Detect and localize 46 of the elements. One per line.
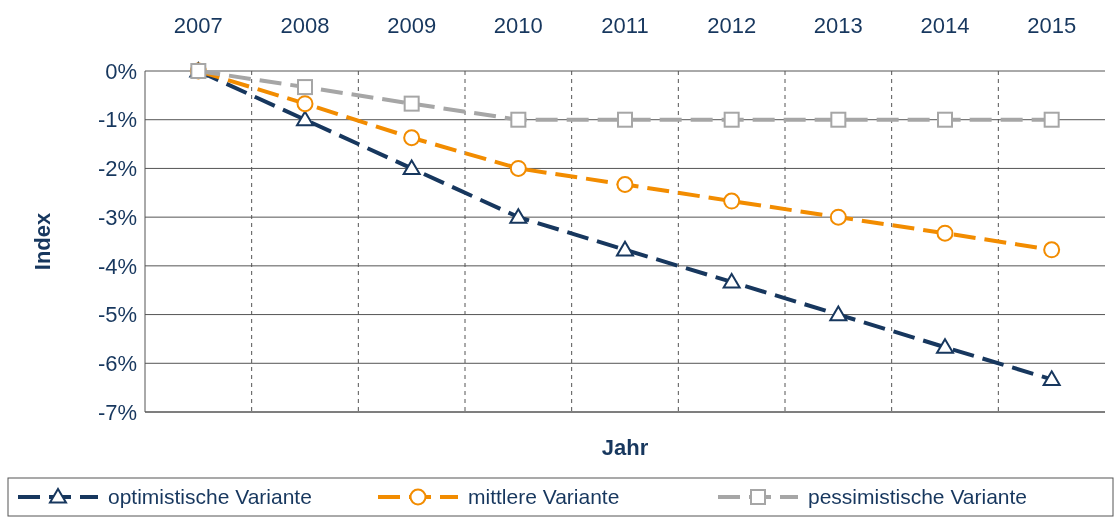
- y-tick-label: -5%: [97, 302, 137, 328]
- point: [722, 272, 741, 289]
- legend-label: optimistische Variante: [108, 485, 312, 509]
- x-tick-label: 2015: [1027, 13, 1077, 38]
- y-tick-label: -7%: [97, 399, 137, 425]
- point: [403, 129, 421, 147]
- y-tick-label: -6%: [97, 350, 137, 376]
- x-tick-label: 2008: [280, 13, 330, 38]
- x-tick-label: 2011: [601, 13, 649, 38]
- point: [936, 224, 954, 242]
- x-tick-label: 2010: [493, 13, 543, 38]
- point: [936, 338, 954, 354]
- point: [296, 95, 314, 113]
- y-tick-label: -3%: [97, 204, 137, 230]
- point: [509, 159, 527, 177]
- point: [829, 305, 848, 322]
- point: [1043, 241, 1061, 259]
- point: [509, 208, 528, 224]
- x-tick-label: 2014: [920, 13, 970, 38]
- point: [723, 111, 740, 128]
- point: [510, 111, 527, 128]
- point: [403, 95, 420, 112]
- y-tick-label: -4%: [97, 253, 137, 279]
- point: [830, 111, 847, 128]
- legend-label: mittlere Variante: [468, 485, 620, 509]
- point: [1042, 370, 1061, 386]
- point: [616, 240, 634, 257]
- point: [296, 110, 314, 127]
- y-tick-label: -2%: [97, 156, 137, 182]
- x-tick-label: 2012: [707, 13, 757, 38]
- point: [402, 159, 421, 176]
- x-tick-label: 2009: [387, 13, 437, 38]
- point: [723, 192, 741, 210]
- point: [617, 111, 633, 128]
- y-tick-label: 0%: [105, 58, 137, 84]
- point: [297, 79, 313, 96]
- point: [1043, 111, 1060, 128]
- legend-label: pessimistische Variante: [808, 485, 1028, 509]
- point: [616, 176, 634, 193]
- y-tick-label: -1%: [97, 107, 137, 133]
- point: [829, 208, 847, 226]
- point: [937, 111, 953, 128]
- x-tick-label: 2007: [173, 13, 223, 38]
- x-axis-title: Jahr: [601, 435, 649, 460]
- y-axis-title: Index: [30, 212, 55, 271]
- x-tick-label: 2013: [813, 13, 863, 38]
